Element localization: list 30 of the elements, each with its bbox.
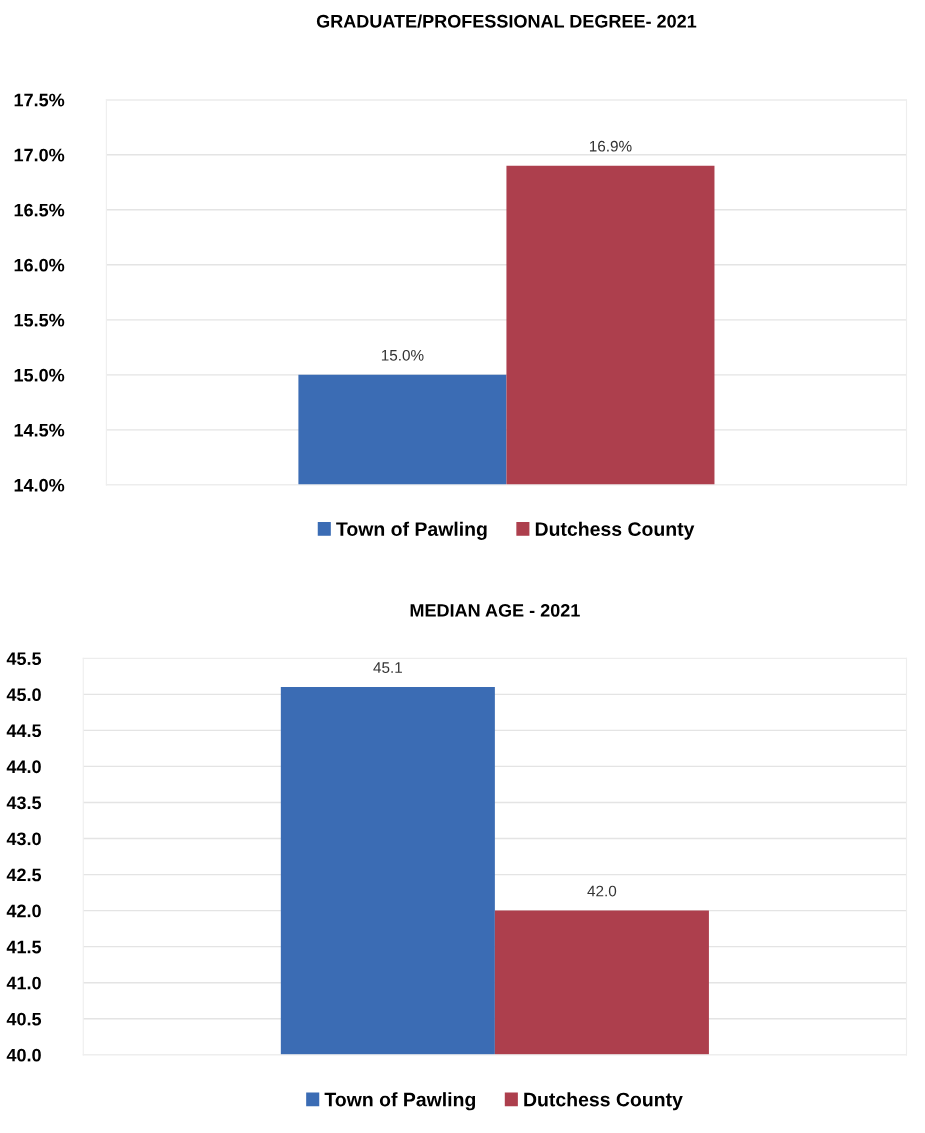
y-tick-label: 15.5% [14,313,65,327]
y-tick-label: 40.5 [6,1012,42,1026]
legend-label: Town of Pawling [324,1092,476,1111]
y-tick-label: 42.0 [6,904,41,918]
y-tick-label: 44.5 [6,724,42,738]
data-label: 42.0 [587,885,617,897]
y-tick-label: 40.0 [6,1048,41,1062]
y-tick-label: 42.5 [6,868,42,882]
y-tick-label: 45.5 [6,652,42,665]
y-tick-label: 41.5 [6,940,42,954]
legend-label: Dutchess County [524,1092,683,1111]
y-tick-label: 16.5% [14,203,65,217]
y-tick-label: 17.0% [14,148,65,162]
chart-title: GRADUATE/PROFESSIONAL DEGREE- 2021 [316,14,697,28]
y-tick-label: 43.5 [6,796,42,810]
y-tick-label: 45.0 [6,688,41,702]
y-tick-label: 44.0 [6,760,41,774]
y-tick-label: 14.5% [14,423,65,437]
y-tick-label: 16.0% [14,258,65,272]
legend-label: Dutchess County [535,521,695,540]
y-tick-label: 15.0% [14,368,65,382]
data-label: 45.1 [373,662,402,673]
y-tick-label: 43.0 [6,832,41,846]
legend-label: Town of Pawling [336,521,487,540]
data-label: 16.9% [589,140,632,152]
y-tick-label: 14.0% [14,478,65,492]
chart-title: MEDIAN AGE - 2021 [410,604,580,617]
y-tick-label: 41.0 [6,976,41,990]
data-label: 15.0% [381,349,424,361]
y-tick-label: 17.5% [14,93,65,107]
